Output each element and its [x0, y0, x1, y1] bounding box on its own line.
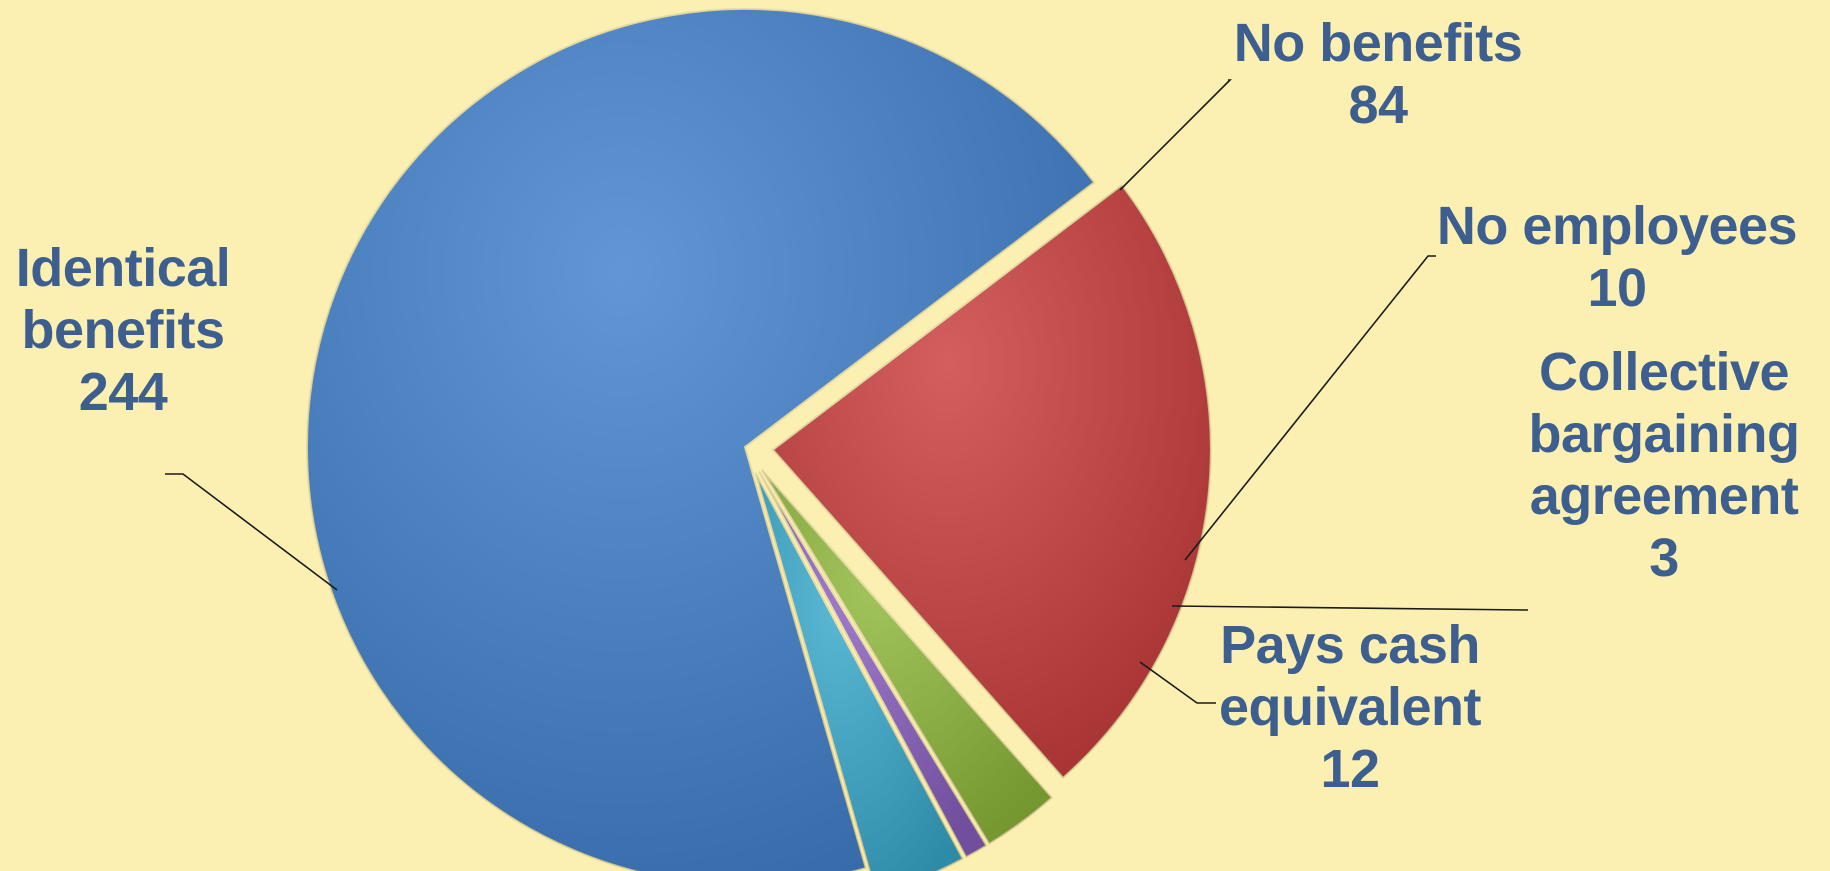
slice-label-line: Collective — [1539, 342, 1789, 402]
slice-label-line: No benefits — [1234, 13, 1523, 73]
slice-value: 3 — [1649, 528, 1679, 588]
pie-slices — [307, 9, 1211, 871]
slice-label-line: equivalent — [1219, 677, 1482, 737]
leader-line — [1120, 80, 1230, 190]
slice-label-line: Pays cash — [1220, 615, 1480, 675]
slice-label-line: benefits — [21, 300, 224, 360]
slice-value: 10 — [1587, 258, 1646, 318]
slice-label: Identical benefits 244 — [16, 238, 231, 422]
slice-label: No benefits 84 — [1234, 13, 1523, 135]
slice-label-line: agreement — [1530, 466, 1799, 526]
slice-label-line: Identical — [16, 238, 231, 298]
slice-label: Pays cash equivalent 12 — [1219, 615, 1482, 799]
leader-line — [1185, 256, 1436, 560]
leader-line — [1172, 606, 1528, 610]
slice-label-line: bargaining — [1528, 404, 1799, 464]
slice-value: 84 — [1348, 75, 1408, 135]
slice-value: 12 — [1320, 739, 1379, 799]
slice-label: Collective bargaining agreement 3 — [1528, 342, 1799, 588]
slice-label-line: No employees — [1437, 196, 1797, 256]
slice-value: 244 — [79, 362, 168, 422]
slice-label: No employees 10 — [1437, 196, 1797, 318]
